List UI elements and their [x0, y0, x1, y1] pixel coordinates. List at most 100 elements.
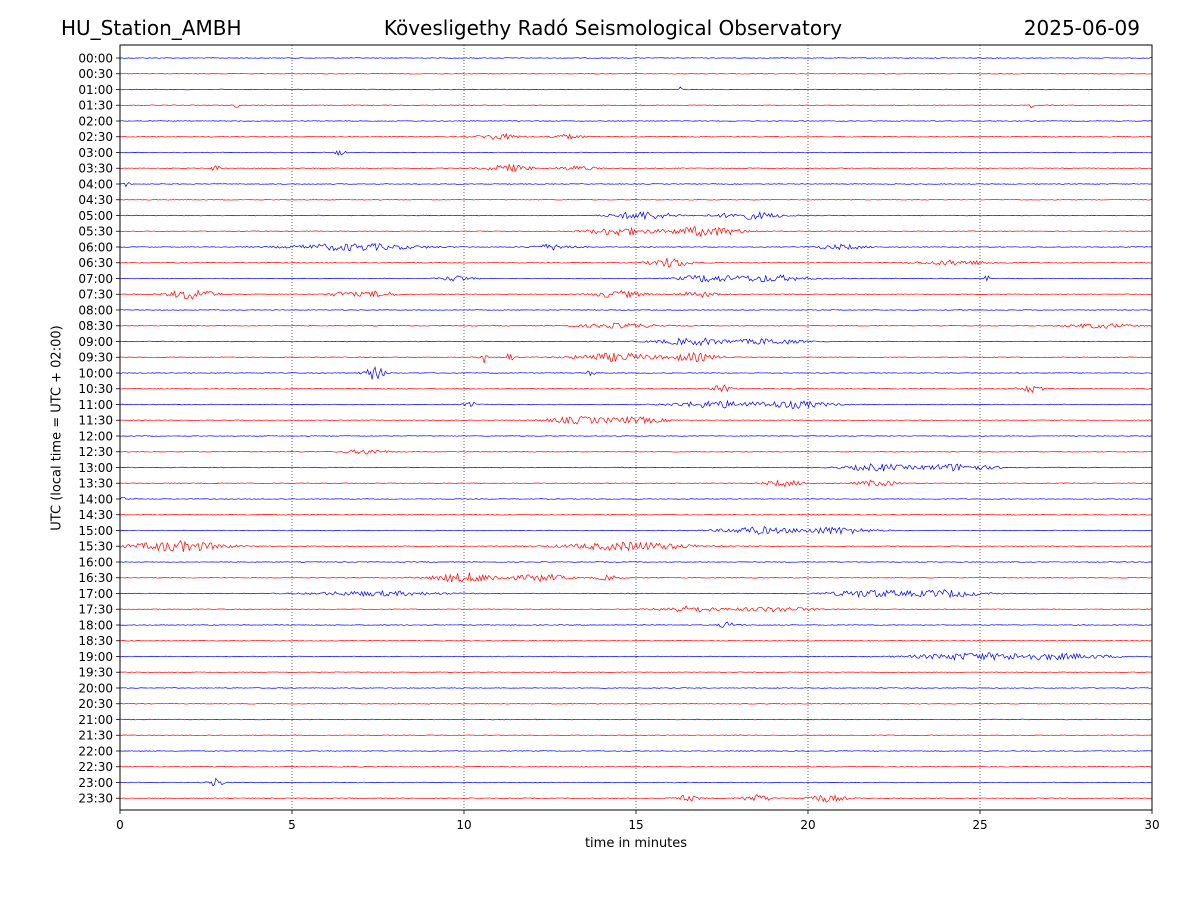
trace-0500 — [119, 210, 1153, 221]
trace-1330 — [119, 479, 1153, 488]
y-tick-label: 16:00 — [78, 555, 113, 569]
y-tick-label: 02:30 — [78, 130, 113, 144]
trace-1600 — [119, 561, 1153, 563]
trace-1830 — [119, 640, 1153, 642]
trace-1200 — [119, 435, 1153, 437]
x-axis-label: time in minutes — [584, 836, 688, 851]
y-tick-label: 02:00 — [78, 114, 113, 128]
y-tick-label: 18:30 — [78, 634, 113, 648]
y-tick-label: 14:30 — [78, 508, 113, 522]
y-tick-label: 10:30 — [78, 382, 113, 396]
trace-1300 — [119, 463, 1153, 472]
trace-0830 — [119, 322, 1153, 329]
trace-0300 — [119, 149, 1153, 157]
trace-2230 — [119, 766, 1153, 768]
trace-2130 — [119, 734, 1153, 736]
trace-2300 — [119, 777, 1153, 787]
y-tick-label: 13:00 — [78, 461, 113, 475]
y-tick-label: 04:00 — [78, 177, 113, 191]
y-tick-label: 20:00 — [78, 681, 113, 695]
trace-1000 — [119, 366, 1153, 380]
trace-1630 — [119, 572, 1153, 583]
trace-0430 — [119, 199, 1153, 201]
trace-0930 — [119, 351, 1153, 363]
trace-1100 — [119, 399, 1153, 409]
y-tick-label: 00:30 — [78, 67, 113, 81]
y-tick-label: 09:30 — [78, 351, 113, 365]
y-tick-label: 17:30 — [78, 603, 113, 617]
trace-0400 — [119, 182, 1153, 188]
x-tick-label: 5 — [288, 818, 296, 832]
y-tick-label: 08:00 — [78, 303, 113, 317]
x-tick-label: 20 — [800, 818, 815, 832]
trace-1500 — [119, 526, 1153, 535]
trace-2100 — [119, 718, 1152, 721]
x-tick-label: 30 — [1144, 818, 1159, 832]
y-tick-label: 09:00 — [78, 335, 113, 349]
trace-0630 — [119, 257, 1153, 268]
y-tick-label: 12:30 — [78, 445, 113, 459]
y-tick-label: 19:00 — [78, 650, 113, 664]
trace-1030 — [119, 384, 1153, 394]
trace-0530 — [119, 225, 1153, 238]
y-tick-label: 12:00 — [78, 429, 113, 443]
x-tick-label: 10 — [456, 818, 471, 832]
trace-1430 — [119, 514, 1153, 516]
trace-1730 — [119, 605, 1152, 613]
trace-0700 — [119, 274, 1153, 283]
y-tick-label: 23:00 — [78, 776, 113, 790]
y-tick-label: 08:30 — [78, 319, 113, 333]
y-tick-label: 11:00 — [78, 398, 113, 412]
y-tick-label: 15:00 — [78, 524, 113, 538]
trace-1930 — [119, 671, 1153, 673]
trace-0600 — [119, 242, 1153, 252]
trace-0030 — [119, 73, 1153, 75]
trace-0100 — [119, 86, 1153, 91]
station-name: HU_Station_AMBH — [61, 16, 242, 40]
y-tick-label: 03:30 — [78, 162, 113, 176]
x-tick-label: 15 — [628, 818, 643, 832]
y-tick-label: 22:00 — [78, 744, 113, 758]
y-tick-label: 03:00 — [78, 146, 113, 160]
trace-2200 — [119, 750, 1153, 752]
chart-date: 2025-06-09 — [1023, 16, 1140, 40]
trace-0000 — [119, 57, 1153, 59]
y-tick-label: 21:30 — [78, 729, 113, 743]
y-tick-label: 05:00 — [78, 209, 113, 223]
y-tick-label: 13:30 — [78, 477, 113, 491]
y-tick-label: 20:30 — [78, 697, 113, 711]
x-tick-label: 0 — [116, 818, 124, 832]
chart-title: Kövesligethy Radó Seismological Observat… — [383, 16, 843, 40]
trace-2330 — [119, 793, 1153, 803]
trace-1900 — [119, 652, 1152, 661]
trace-0900 — [119, 337, 1153, 347]
trace-0200 — [119, 120, 1153, 122]
y-tick-label: 04:30 — [78, 193, 113, 207]
trace-0230 — [119, 132, 1153, 141]
y-tick-label: 21:00 — [78, 713, 113, 727]
trace-1400 — [119, 497, 1153, 500]
y-tick-label: 06:30 — [78, 256, 113, 270]
y-tick-label: 14:00 — [78, 492, 113, 506]
y-axis-label: UTC (local time = UTC + 02:00) — [49, 325, 65, 531]
y-tick-label: 17:00 — [78, 587, 113, 601]
y-tick-label: 01:00 — [78, 83, 113, 97]
y-tick-label: 19:30 — [78, 666, 113, 680]
y-tick-label: 16:30 — [78, 571, 113, 585]
trace-1130 — [119, 415, 1153, 425]
y-tick-label: 10:00 — [78, 366, 113, 380]
y-tick-label: 07:30 — [78, 288, 113, 302]
x-tick-label: 25 — [972, 818, 987, 832]
y-tick-label: 18:00 — [78, 618, 113, 632]
trace-0330 — [119, 163, 1153, 173]
trace-1530 — [119, 539, 1153, 552]
y-tick-label: 11:30 — [78, 414, 113, 428]
y-tick-label: 07:00 — [78, 272, 113, 286]
trace-1230 — [119, 449, 1153, 455]
plot-frame — [119, 44, 1153, 811]
trace-1700 — [119, 589, 1153, 599]
trace-0730 — [120, 289, 1153, 300]
y-tick-label: 23:30 — [78, 792, 113, 806]
trace-2000 — [119, 687, 1153, 689]
